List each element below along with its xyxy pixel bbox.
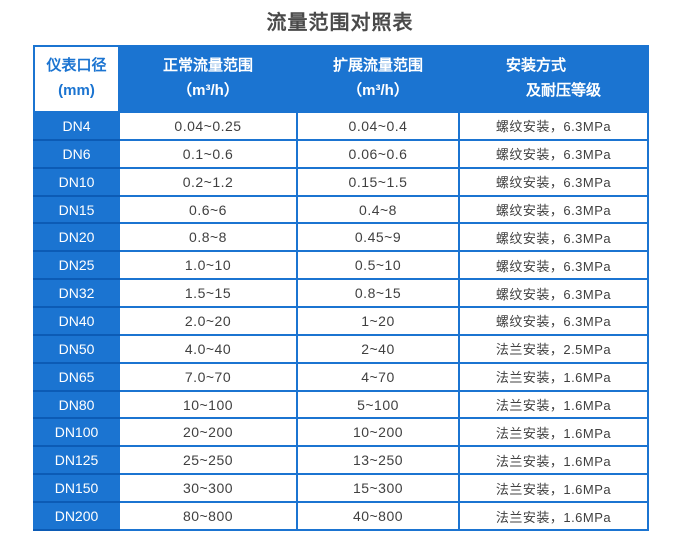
- header-installation-line2: 及耐压等级: [525, 82, 601, 99]
- table-row: DN125 25~250 13~250 法兰安装，1.6MPa: [33, 445, 649, 476]
- diameter-cell: DN25: [33, 250, 120, 281]
- installation-cell: 法兰安装，2.5MPa: [458, 333, 649, 364]
- table-row: DN20 0.8~8 0.45~9 螺纹安装，6.3MPa: [33, 222, 649, 253]
- table-row: DN15 0.6~6 0.4~8 螺纹安装，6.3MPa: [33, 194, 649, 225]
- normal-range-cell: 7.0~70: [118, 361, 298, 392]
- normal-range-cell: 0.2~1.2: [118, 166, 298, 197]
- extended-range-cell: 0.5~10: [296, 250, 460, 281]
- table-header: 仪表口径 (mm) 正常流量范围 （m³/h） 扩展流量范围 （m³/h） 安装…: [33, 45, 649, 113]
- installation-cell: 螺纹安装，6.3MPa: [458, 111, 649, 141]
- diameter-cell: DN150: [33, 473, 120, 504]
- table-row: DN6 0.1~0.6 0.06~0.6 螺纹安装，6.3MPa: [33, 138, 649, 169]
- installation-cell: 法兰安装，1.6MPa: [458, 361, 649, 392]
- table-row: DN150 30~300 15~300 法兰安装，1.6MPa: [33, 473, 649, 504]
- header-diameter-line1: 仪表口径: [46, 57, 107, 75]
- normal-range-cell: 1.0~10: [118, 250, 298, 281]
- normal-range-cell: 1.5~15: [118, 278, 298, 309]
- extended-range-cell: 5~100: [296, 389, 460, 420]
- table-body: DN4 0.04~0.25 0.04~0.4 螺纹安装，6.3MPa DN6 0.1~0.…: [33, 111, 649, 531]
- installation-cell: 法兰安装，1.6MPa: [458, 473, 649, 504]
- extended-range-cell: 0.45~9: [296, 222, 460, 253]
- installation-cell: 螺纹安装，6.3MPa: [458, 166, 649, 197]
- table-row: DN25 1.0~10 0.5~10 螺纹安装，6.3MPa: [33, 250, 649, 281]
- table-row: DN4 0.04~0.25 0.04~0.4 螺纹安装，6.3MPa: [33, 111, 649, 141]
- header-normal-line1: 正常流量范围: [162, 57, 253, 75]
- extended-range-cell: 1~20: [296, 306, 460, 336]
- diameter-cell: DN32: [33, 278, 120, 309]
- normal-range-cell: 20~200: [118, 417, 298, 448]
- diameter-cell: DN4: [33, 111, 120, 141]
- installation-cell: 螺纹安装，6.3MPa: [458, 222, 649, 253]
- extended-range-cell: 0.15~1.5: [296, 166, 460, 197]
- table-row: DN32 1.5~15 0.8~15 螺纹安装，6.3MPa: [33, 278, 649, 309]
- installation-cell: 法兰安装，1.6MPa: [458, 501, 649, 531]
- diameter-cell: DN6: [33, 138, 120, 169]
- table-row: DN80 10~100 5~100 法兰安装，1.6MPa: [33, 389, 649, 420]
- diameter-cell: DN65: [33, 361, 120, 392]
- normal-range-cell: 0.6~6: [118, 194, 298, 225]
- header-extended-line1: 扩展流量范围: [332, 57, 423, 75]
- normal-range-cell: 0.04~0.25: [118, 111, 298, 141]
- header-cell-diameter: 仪表口径 (mm): [33, 45, 120, 113]
- installation-cell: 螺纹安装，6.3MPa: [458, 194, 649, 225]
- header-normal-line2: （m³/h）: [177, 82, 239, 99]
- diameter-cell: DN40: [33, 306, 120, 336]
- normal-range-cell: 30~300: [118, 473, 298, 504]
- diameter-cell: DN15: [33, 194, 120, 225]
- table-row: DN100 20~200 10~200 法兰安装，1.6MPa: [33, 417, 649, 448]
- diameter-cell: DN80: [33, 389, 120, 420]
- extended-range-cell: 0.06~0.6: [296, 138, 460, 169]
- page-title: 流量范围对照表: [266, 12, 414, 34]
- installation-cell: 螺纹安装，6.3MPa: [458, 278, 649, 309]
- diameter-cell: DN100: [33, 417, 120, 448]
- extended-range-cell: 10~200: [296, 417, 460, 448]
- header-row: 仪表口径 (mm) 正常流量范围 （m³/h） 扩展流量范围 （m³/h） 安装…: [33, 45, 649, 113]
- installation-cell: 法兰安装，1.6MPa: [458, 417, 649, 448]
- flow-range-table: 仪表口径 (mm) 正常流量范围 （m³/h） 扩展流量范围 （m³/h） 安装…: [33, 45, 649, 531]
- normal-range-cell: 0.1~0.6: [118, 138, 298, 169]
- diameter-cell: DN125: [33, 445, 120, 476]
- table-row: DN200 80~800 40~800 法兰安装，1.6MPa: [33, 501, 649, 531]
- extended-range-cell: 2~40: [296, 333, 460, 364]
- normal-range-cell: 80~800: [118, 501, 298, 531]
- diameter-cell: DN20: [33, 222, 120, 253]
- normal-range-cell: 2.0~20: [118, 306, 298, 336]
- table-row: DN10 0.2~1.2 0.15~1.5 螺纹安装，6.3MPa: [33, 166, 649, 197]
- header-diameter-line2: (mm): [58, 82, 95, 99]
- installation-cell: 螺纹安装，6.3MPa: [458, 250, 649, 281]
- diameter-cell: DN50: [33, 333, 120, 364]
- header-cell-normal-range: 正常流量范围 （m³/h）: [118, 45, 298, 113]
- normal-range-cell: 25~250: [118, 445, 298, 476]
- installation-cell: 螺纹安装，6.3MPa: [458, 138, 649, 169]
- table-row: DN65 7.0~70 4~70 法兰安装，1.6MPa: [33, 361, 649, 392]
- header-cell-installation: 安装方式 及耐压等级: [458, 45, 649, 113]
- table-row: DN40 2.0~20 1~20 螺纹安装，6.3MPa: [33, 306, 649, 336]
- header-cell-extended-range: 扩展流量范围 （m³/h）: [296, 45, 460, 113]
- header-installation-line1: 安装方式: [505, 57, 566, 75]
- installation-cell: 法兰安装，1.6MPa: [458, 389, 649, 420]
- extended-range-cell: 0.4~8: [296, 194, 460, 225]
- normal-range-cell: 10~100: [118, 389, 298, 420]
- extended-range-cell: 15~300: [296, 473, 460, 504]
- extended-range-cell: 0.04~0.4: [296, 111, 460, 141]
- header-extended-line2: （m³/h）: [347, 82, 409, 99]
- installation-cell: 法兰安装，1.6MPa: [458, 445, 649, 476]
- extended-range-cell: 13~250: [296, 445, 460, 476]
- table-row: DN50 4.0~40 2~40 法兰安装，2.5MPa: [33, 333, 649, 364]
- diameter-cell: DN200: [33, 501, 120, 531]
- normal-range-cell: 0.8~8: [118, 222, 298, 253]
- header-installation-block: 安装方式 及耐压等级: [506, 54, 601, 104]
- normal-range-cell: 4.0~40: [118, 333, 298, 364]
- extended-range-cell: 40~800: [296, 501, 460, 531]
- diameter-cell: DN10: [33, 166, 120, 197]
- extended-range-cell: 0.8~15: [296, 278, 460, 309]
- installation-cell: 螺纹安装，6.3MPa: [458, 306, 649, 336]
- extended-range-cell: 4~70: [296, 361, 460, 392]
